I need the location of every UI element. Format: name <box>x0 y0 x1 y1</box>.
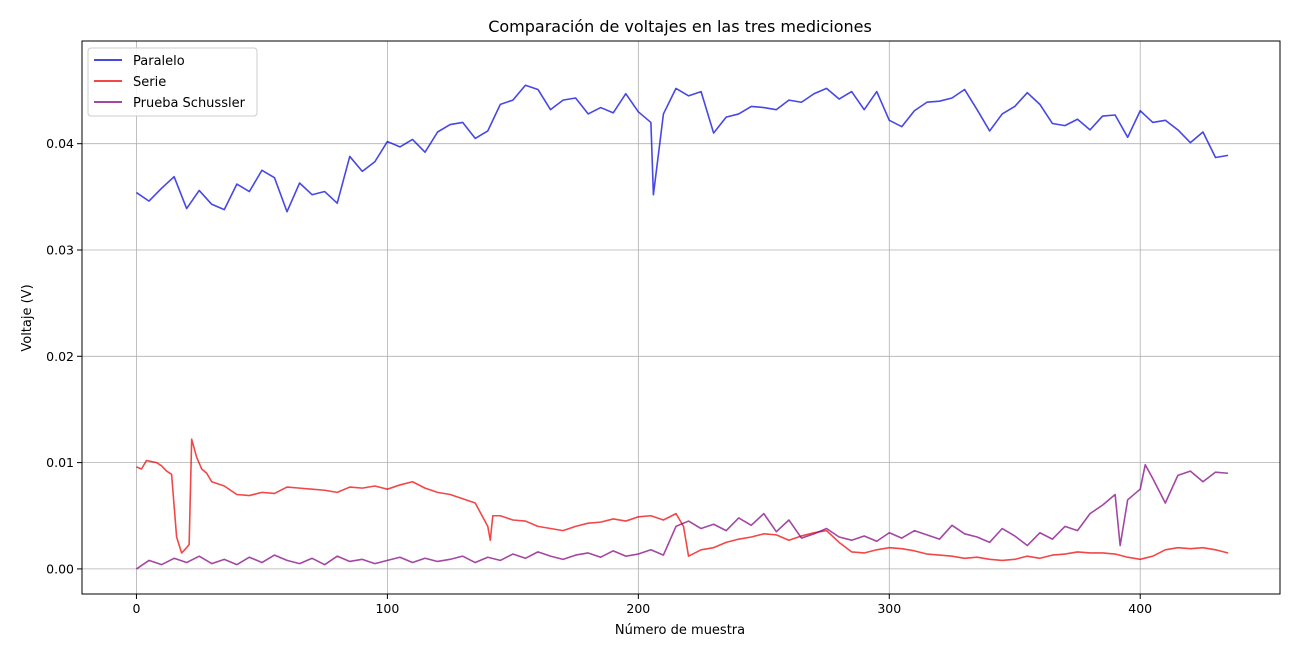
y-tick-label: 0.00 <box>46 561 74 576</box>
y-tick-label: 0.04 <box>46 136 74 151</box>
series-lines <box>136 84 1229 570</box>
legend-box <box>87 47 258 117</box>
y-tick-label: 0.03 <box>46 242 74 257</box>
x-tick-label: 100 <box>375 601 399 616</box>
plot-frame <box>81 40 1281 595</box>
y-axis-label: Voltaje (V) <box>20 284 35 351</box>
series-line-serie <box>136 438 1229 562</box>
legend-label-paralelo: Paralelo <box>133 54 185 69</box>
y-tick-label: 0.01 <box>46 455 74 470</box>
y-tick-label: 0.02 <box>46 349 74 364</box>
x-tick-label: 400 <box>1128 601 1152 616</box>
chart-title: Comparación de voltajes en las tres medi… <box>488 17 872 36</box>
x-tick-label: 0 <box>132 601 140 616</box>
series-line-paralelo <box>136 84 1229 213</box>
axis-ticks: 0 100 200 300 400 0.00 0.01 0.02 0.03 0.04 <box>46 136 1152 616</box>
x-tick-label: 300 <box>877 601 901 616</box>
legend-label-prueba-schussler: Prueba Schussler <box>133 96 246 111</box>
legend-label-serie: Serie <box>133 75 166 90</box>
grid <box>82 41 1280 594</box>
series-line-prueba-schussler <box>136 463 1229 570</box>
x-tick-label: 200 <box>626 601 650 616</box>
legend: Paralelo Serie Prueba Schussler <box>87 47 258 117</box>
x-axis-label: Número de muestra <box>615 623 745 638</box>
